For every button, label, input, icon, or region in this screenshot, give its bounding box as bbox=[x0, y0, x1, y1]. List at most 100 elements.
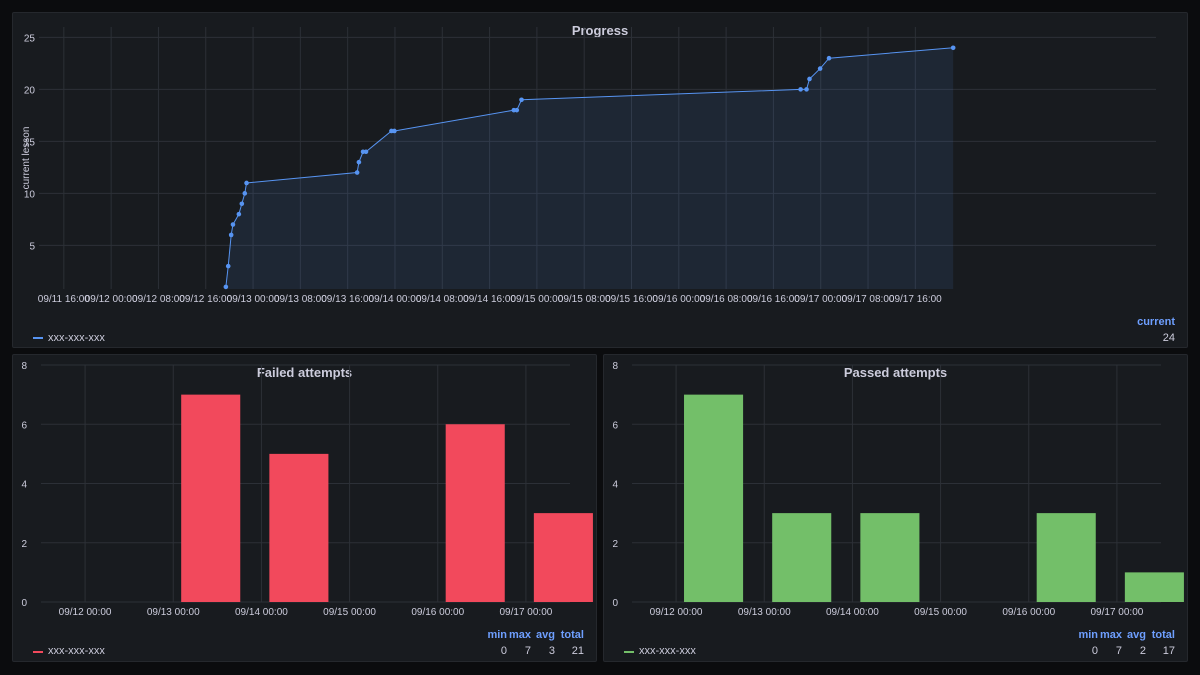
x-tick-label: 09/17 08:00 bbox=[842, 294, 895, 305]
x-tick-label: 09/13 00:00 bbox=[738, 607, 791, 618]
data-point bbox=[804, 87, 809, 92]
legend-value-avg: 3 bbox=[548, 645, 555, 657]
x-tick-label: 09/16 08:00 bbox=[700, 294, 753, 305]
data-point bbox=[228, 232, 234, 238]
panel-title[interactable]: Progress bbox=[571, 23, 629, 38]
legend-header-max[interactable]: max bbox=[1099, 629, 1122, 641]
legend-series-name[interactable]: xxx-xxx-xxx bbox=[48, 332, 105, 344]
legend-header-current[interactable]: current bbox=[1137, 316, 1175, 328]
data-point bbox=[236, 211, 242, 217]
y-tick-label: 4 bbox=[21, 480, 27, 491]
legend-swatch bbox=[33, 337, 43, 339]
x-tick-label: 09/14 00:00 bbox=[235, 607, 288, 618]
data-point bbox=[950, 45, 956, 51]
x-tick-label: 09/13 00:00 bbox=[227, 294, 280, 305]
y-tick-label: 0 bbox=[21, 598, 27, 609]
failed-attempts-chart: 09/12 00:00 09/13 00:00 09/14 00:00 09/15 0… bbox=[21, 361, 593, 618]
legend-header-total[interactable]: total bbox=[560, 629, 584, 641]
data-point bbox=[223, 284, 229, 290]
x-tick-label: 09/16 00:00 bbox=[1002, 607, 1055, 618]
series-area-fill bbox=[225, 47, 954, 289]
x-tick-label: 09/13 00:00 bbox=[147, 607, 200, 618]
data-point bbox=[363, 149, 369, 155]
legend-value-min: 0 bbox=[500, 645, 507, 657]
legend-swatch bbox=[33, 651, 43, 653]
data-point bbox=[242, 191, 248, 196]
legend-header-avg[interactable]: avg bbox=[536, 629, 555, 641]
x-tick-label: 09/11 16:00 bbox=[38, 294, 91, 305]
legend-series-name[interactable]: xxx-xxx-xxx bbox=[639, 645, 696, 657]
bar bbox=[181, 394, 241, 602]
x-tick-label: 09/16 00:00 bbox=[411, 607, 464, 618]
x-tick-label: 09/14 00:00 bbox=[369, 294, 422, 305]
bar bbox=[860, 513, 920, 602]
legend-value-total: 17 bbox=[1162, 645, 1175, 657]
data-point bbox=[230, 222, 236, 227]
legend-value-max: 7 bbox=[1115, 645, 1122, 657]
data-point bbox=[392, 128, 397, 134]
y-tick-label: 10 bbox=[24, 189, 36, 200]
data-point bbox=[817, 66, 823, 71]
data-point bbox=[519, 97, 524, 103]
x-tick-label: 09/12 16:00 bbox=[179, 294, 232, 305]
bar bbox=[533, 513, 593, 602]
x-tick-label: 09/14 00:00 bbox=[826, 607, 879, 618]
y-axis-label: current lesson bbox=[21, 127, 32, 190]
x-tick-label: 09/13 16:00 bbox=[321, 294, 374, 305]
bar bbox=[772, 513, 832, 602]
legend-value-current: 24 bbox=[1162, 332, 1175, 344]
y-tick-label: 15 bbox=[24, 137, 36, 148]
x-tick-label: 09/15 00:00 bbox=[914, 607, 967, 618]
x-tick-label: 09/12 08:00 bbox=[132, 294, 185, 305]
bar bbox=[445, 424, 505, 602]
x-tick-label: 09/15 00:00 bbox=[510, 294, 563, 305]
legend-header-total[interactable]: total bbox=[1151, 629, 1175, 641]
legend-value-total: 21 bbox=[571, 645, 584, 657]
y-tick-label: 6 bbox=[21, 420, 27, 431]
legend-header-min[interactable]: min bbox=[1078, 629, 1098, 641]
data-point bbox=[807, 76, 812, 82]
x-tick-label: 09/12 00:00 bbox=[59, 607, 112, 618]
bar bbox=[1124, 572, 1184, 602]
y-tick-label: 8 bbox=[612, 361, 618, 372]
x-tick-label: 09/17 16:00 bbox=[889, 294, 942, 305]
legend-value-min: 0 bbox=[1091, 645, 1098, 657]
failed-attempts-panel: Failed attempts 09/12 00:00 09/13 00:00 09… bbox=[12, 354, 597, 662]
x-tick-label: 09/12 00:00 bbox=[85, 294, 138, 305]
data-point bbox=[239, 201, 245, 207]
y-tick-label: 6 bbox=[612, 420, 618, 431]
x-tick-label: 09/17 00:00 bbox=[1091, 607, 1144, 618]
data-point bbox=[354, 170, 360, 175]
x-tick-label: 09/15 00:00 bbox=[323, 607, 376, 618]
panel-title[interactable]: Passed attempts bbox=[843, 365, 948, 380]
legend-header-max[interactable]: max bbox=[508, 629, 531, 641]
y-tick-label: 2 bbox=[612, 539, 618, 550]
y-tick-label: 8 bbox=[21, 361, 27, 372]
data-point bbox=[798, 87, 803, 92]
x-tick-label: 09/15 16:00 bbox=[605, 294, 658, 305]
x-tick-label: 09/14 08:00 bbox=[416, 294, 469, 305]
legend-header-min[interactable]: min bbox=[487, 629, 507, 641]
bar bbox=[269, 453, 329, 602]
y-tick-label: 2 bbox=[21, 539, 27, 550]
passed-attempts-panel: Passed attempts 09/12 00:00 09/13 00:00 09… bbox=[603, 354, 1188, 662]
y-tick-label: 4 bbox=[612, 480, 618, 491]
bar bbox=[684, 394, 744, 602]
panel-title[interactable]: Failed attempts bbox=[256, 365, 353, 380]
y-tick-label: 5 bbox=[29, 241, 35, 252]
legend-header-avg[interactable]: avg bbox=[1127, 629, 1146, 641]
x-tick-label: 09/16 00:00 bbox=[652, 294, 705, 305]
data-point bbox=[356, 159, 362, 165]
data-point bbox=[244, 180, 249, 186]
progress-panel: Progress 09/11 16:00 09/12 00:00 09/12 08:… bbox=[12, 12, 1188, 348]
passed-attempts-chart: 09/12 00:00 09/13 00:00 09/14 00:00 09/15 0… bbox=[612, 361, 1184, 618]
x-tick-label: 09/12 00:00 bbox=[650, 607, 703, 618]
legend-series-name[interactable]: xxx-xxx-xxx bbox=[48, 645, 105, 657]
x-tick-label: 09/17 00:00 bbox=[500, 607, 553, 618]
data-point bbox=[514, 107, 520, 113]
y-tick-label: 25 bbox=[24, 33, 36, 44]
y-tick-label: 20 bbox=[24, 85, 36, 96]
x-tick-label: 09/16 16:00 bbox=[747, 294, 800, 305]
x-tick-label: 09/14 16:00 bbox=[463, 294, 516, 305]
